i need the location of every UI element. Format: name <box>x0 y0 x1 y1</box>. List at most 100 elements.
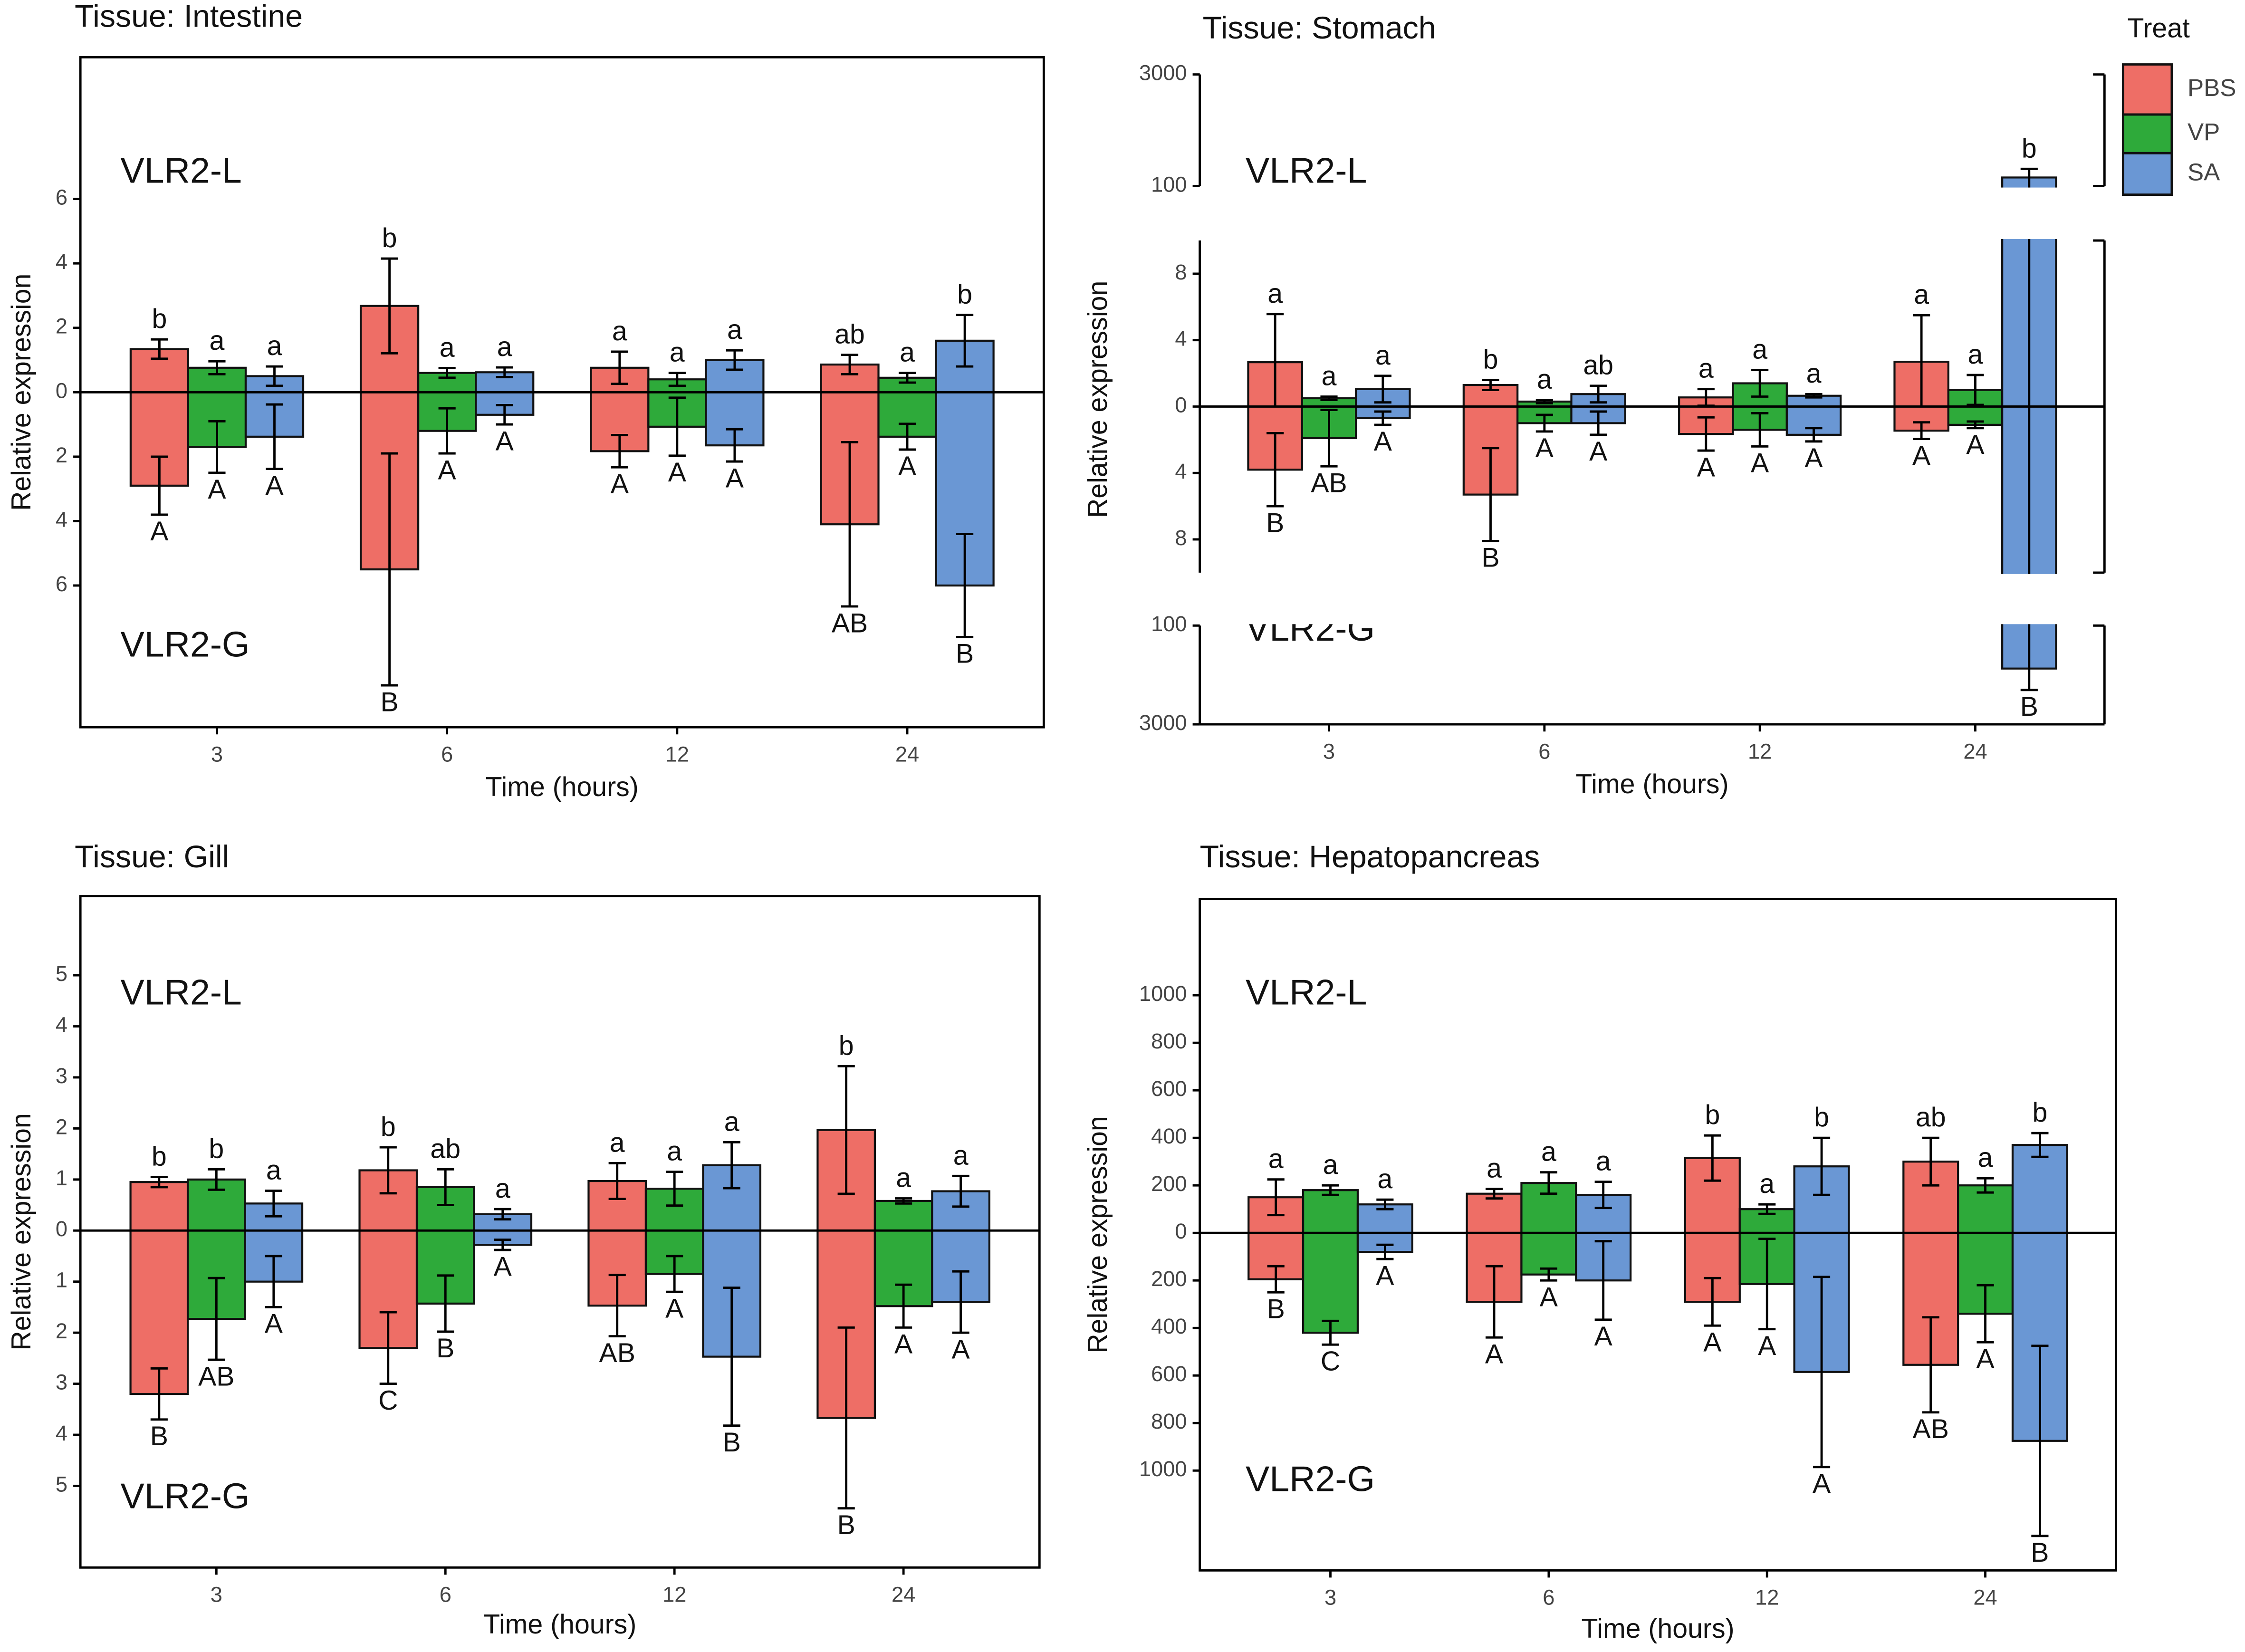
x-tick-label: 12 <box>665 742 689 766</box>
y-tick-label: 6 <box>56 572 67 596</box>
significance-letter: a <box>1914 279 1929 310</box>
significance-letter: A <box>1703 1327 1722 1358</box>
x-tick-label: 6 <box>1543 1585 1554 1609</box>
significance-letter: A <box>150 516 169 547</box>
y-tick-label: 2 <box>56 1114 67 1139</box>
significance-letter: AB <box>599 1338 635 1368</box>
significance-letter: A <box>665 1293 684 1324</box>
x-axis-title: Time (hours) <box>483 1609 636 1640</box>
x-tick-label: 3 <box>211 1582 222 1606</box>
x-tick-label: 3 <box>211 742 223 766</box>
y-tick-label: 200 <box>1151 1267 1187 1291</box>
significance-letter: a <box>1323 1150 1338 1180</box>
significance-letter: a <box>1322 361 1337 391</box>
x-axis-title: Time (hours) <box>486 772 639 802</box>
x-tick-label: 6 <box>440 1582 451 1606</box>
x-tick-label: 12 <box>1748 739 1772 763</box>
significance-letter: A <box>1758 1331 1776 1361</box>
y-tick-label: 3 <box>56 1064 67 1088</box>
y-tick-label: 0 <box>1175 1219 1187 1243</box>
legend-swatch <box>2122 113 2173 154</box>
significance-letter: a <box>1978 1143 1993 1173</box>
significance-letter: a <box>1759 1169 1775 1199</box>
significance-letter: B <box>1266 508 1284 538</box>
y-axis-title: Relative expression <box>1083 1116 1113 1353</box>
y-tick-label: 400 <box>1151 1124 1187 1148</box>
annotation: VLR2-L <box>121 150 242 190</box>
significance-letter: a <box>1537 364 1552 394</box>
y-tick-label: 2 <box>56 1319 67 1343</box>
y-tick-label: 5 <box>56 1472 67 1496</box>
plot-frame <box>1199 898 2117 1572</box>
bar <box>2011 1144 2068 1234</box>
significance-letter: A <box>438 455 457 485</box>
annotation: VLR2-L <box>121 972 242 1012</box>
significance-letter: a <box>1968 339 1983 370</box>
significance-letter: a <box>495 1173 510 1204</box>
significance-letter: A <box>1697 452 1716 482</box>
x-axis-title: Time (hours) <box>1581 1614 1734 1644</box>
legend-title: Treat <box>2128 13 2190 43</box>
annotation: VLR2-G <box>121 624 250 664</box>
significance-letter: C <box>378 1385 398 1416</box>
annotation: VLR2-L <box>1246 972 1367 1012</box>
significance-letter: ab <box>835 319 865 350</box>
significance-letter: b <box>381 1112 396 1142</box>
significance-letter: A <box>1594 1321 1613 1352</box>
y-tick-label: 4 <box>1175 459 1187 483</box>
significance-letter: a <box>1487 1153 1502 1184</box>
y-tick-label: 4 <box>56 1421 67 1445</box>
x-tick-label: 24 <box>892 1582 915 1606</box>
significance-letter: A <box>1540 1282 1558 1313</box>
significance-letter: a <box>900 337 915 368</box>
significance-letter: a <box>1752 335 1767 365</box>
y-tick-label: 0 <box>1175 393 1187 417</box>
significance-letter: B <box>2020 692 2038 722</box>
y-axis-title: Relative expression <box>1083 281 1113 518</box>
x-tick-label: 6 <box>1538 739 1550 763</box>
significance-letter: a <box>1596 1146 1611 1177</box>
bar <box>1302 1232 1359 1334</box>
x-tick-label: 6 <box>441 742 453 766</box>
significance-letter: b <box>957 279 972 310</box>
y-tick-label: 1000 <box>1139 981 1187 1006</box>
significance-letter: A <box>208 474 226 505</box>
significance-letter: A <box>1485 1339 1504 1370</box>
y-tick-label: 200 <box>1151 1172 1187 1196</box>
significance-letter: A <box>1374 426 1392 457</box>
significance-letter: A <box>1804 443 1823 473</box>
axis-break <box>1201 187 2103 240</box>
significance-letter: ab <box>1583 350 1613 381</box>
significance-letter: A <box>1589 436 1608 467</box>
significance-letter: a <box>1267 279 1283 309</box>
significance-letter: a <box>1375 340 1391 371</box>
significance-letter: a <box>210 326 225 356</box>
significance-letter: a <box>896 1163 911 1193</box>
panel-title: Tissue: Gill <box>75 839 229 874</box>
y-tick-label: 4 <box>56 250 67 274</box>
y-tick-label: 8 <box>1175 260 1187 284</box>
bar <box>873 1200 933 1232</box>
significance-letter: B <box>723 1427 741 1458</box>
significance-letter: b <box>382 223 397 253</box>
significance-letter: A <box>1976 1344 1995 1374</box>
legend-label: PBS <box>2187 74 2236 101</box>
significance-letter: b <box>1814 1102 1829 1133</box>
significance-letter: A <box>1535 433 1554 463</box>
significance-letter: A <box>265 471 284 501</box>
y-tick-label: 1000 <box>1139 1457 1187 1481</box>
significance-letter: a <box>724 1106 739 1137</box>
significance-letter: B <box>1481 543 1499 573</box>
x-tick-label: 24 <box>1973 1585 1997 1609</box>
bar <box>129 1181 189 1232</box>
significance-letter: A <box>898 451 917 481</box>
significance-letter: AB <box>832 608 868 638</box>
significance-letter: A <box>611 469 629 499</box>
significance-letter: a <box>1541 1137 1556 1167</box>
x-axis-title: Time (hours) <box>1575 769 1728 799</box>
significance-letter: b <box>1483 345 1498 375</box>
significance-letter: b <box>2032 1097 2047 1128</box>
